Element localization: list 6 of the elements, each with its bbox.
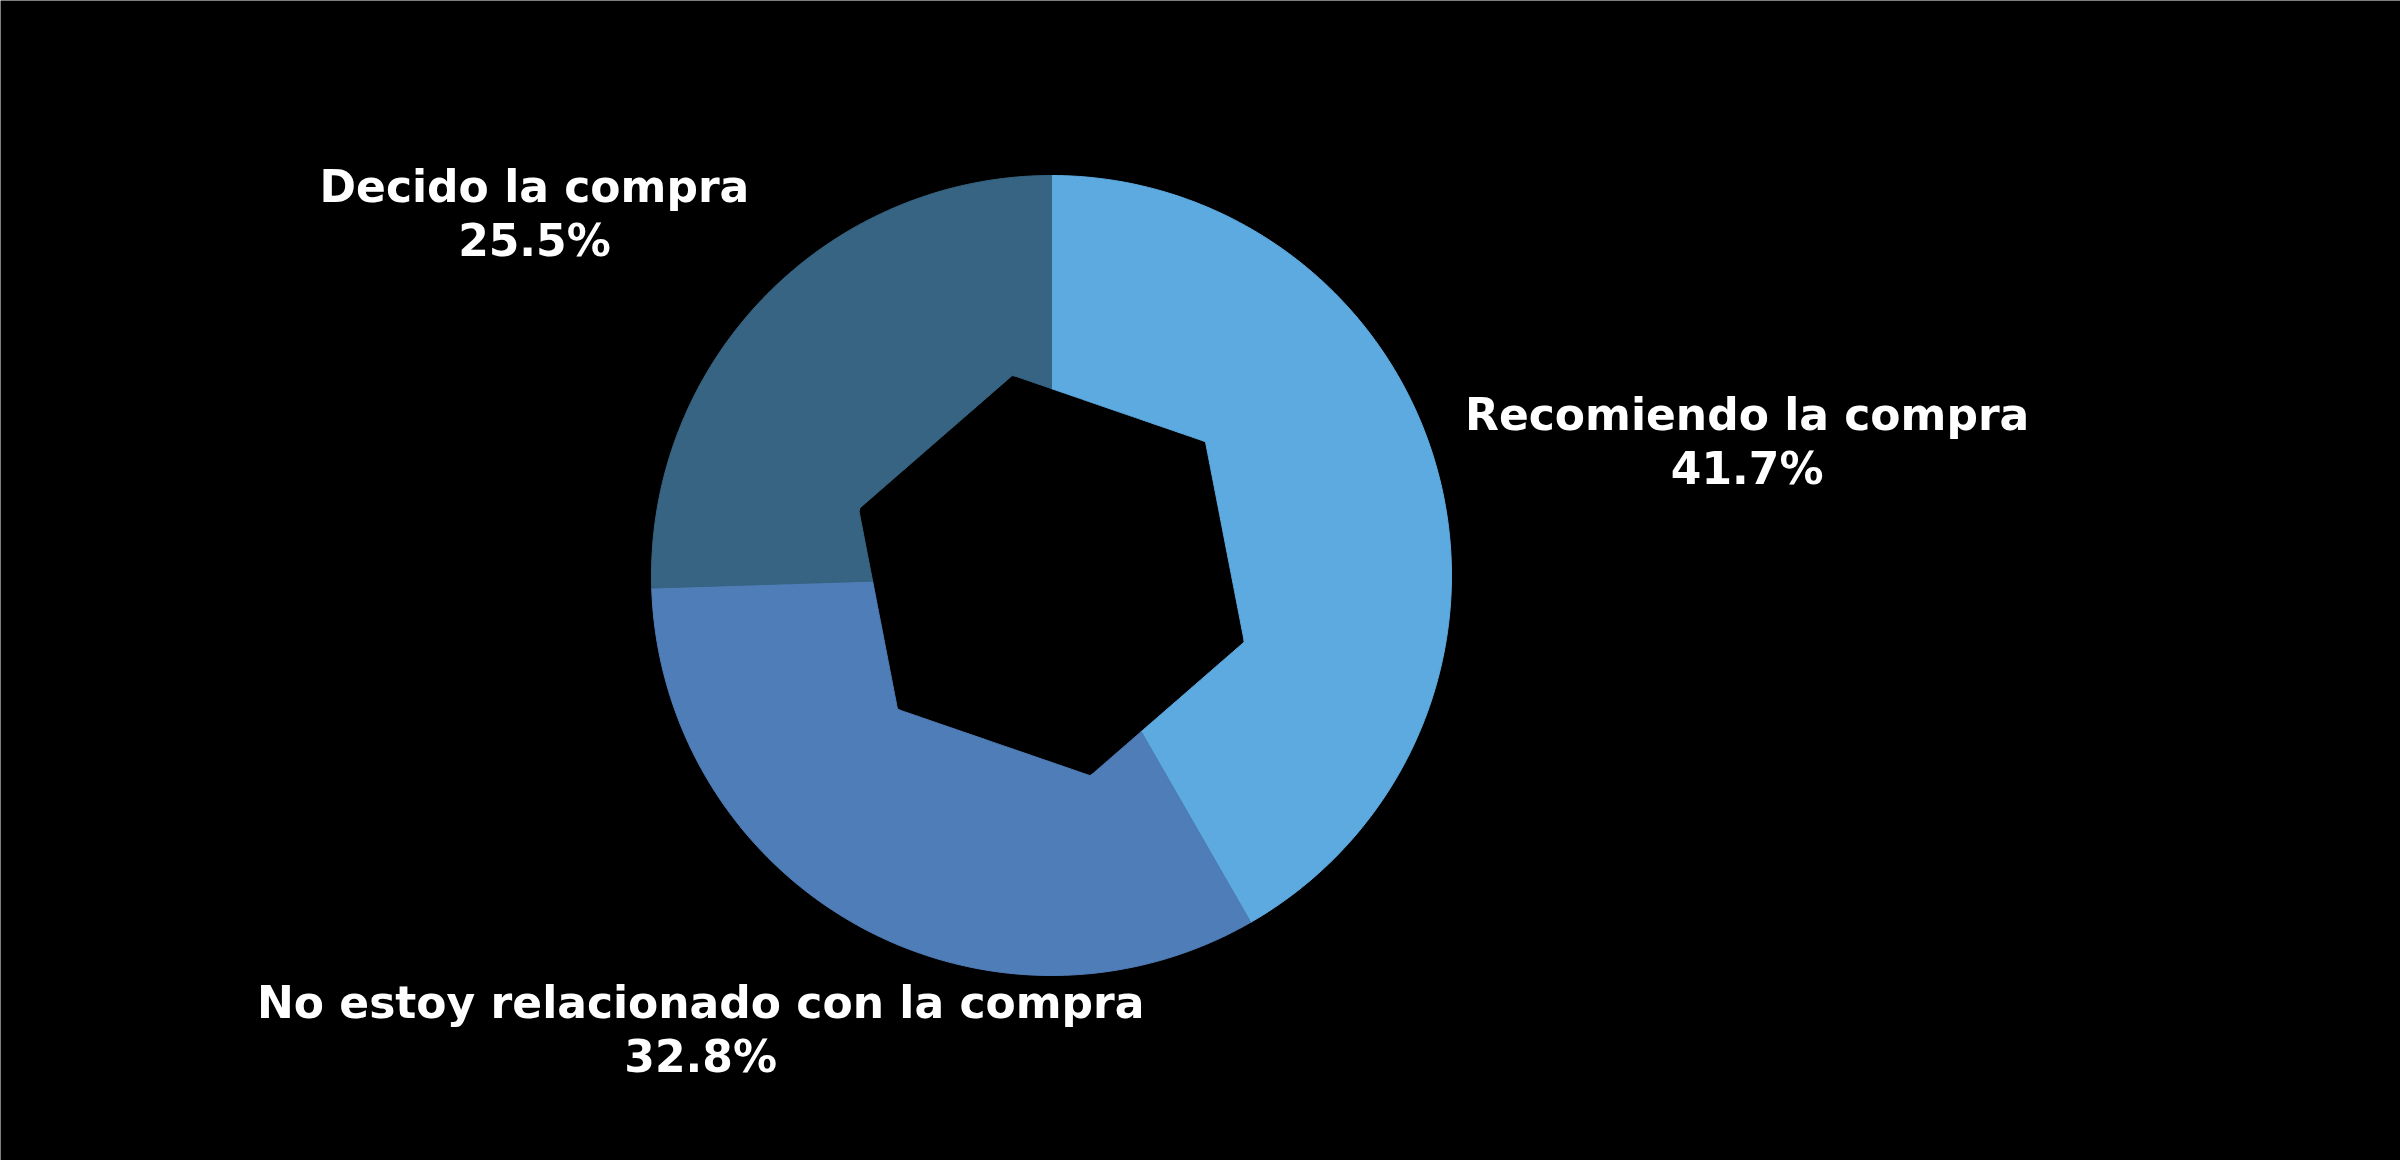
slice-label: Recomiendo la compra bbox=[1465, 389, 2030, 441]
data-label: 32.8% bbox=[624, 1030, 778, 1082]
data-label: 25.5% bbox=[458, 214, 611, 266]
data-label: 41.7% bbox=[1670, 442, 1824, 494]
slice-label: No estoy relacionado con la compra bbox=[256, 977, 1145, 1029]
slice-label: Decido la compra bbox=[319, 161, 750, 213]
